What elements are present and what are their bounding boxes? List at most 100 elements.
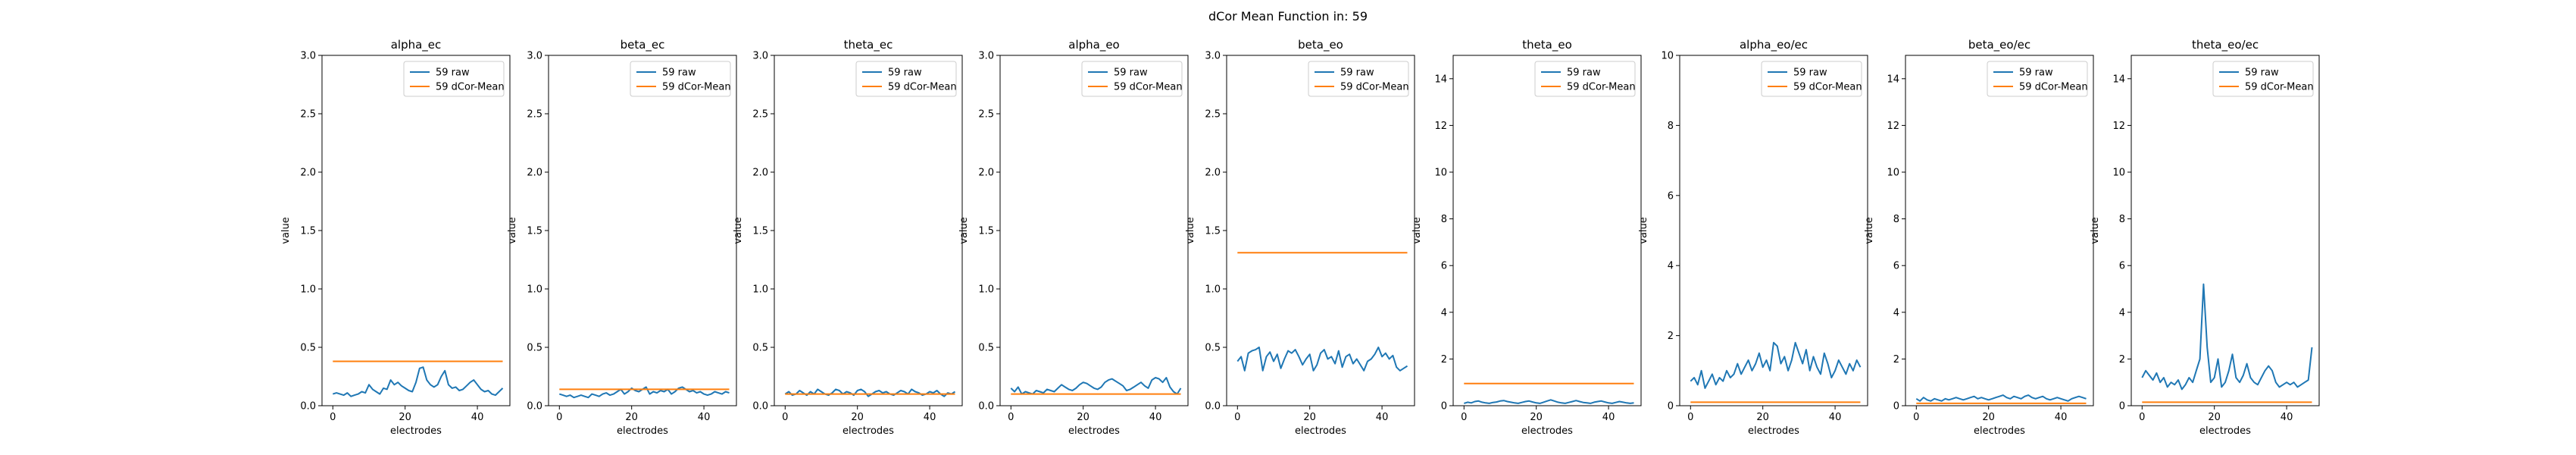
legend-box (1308, 61, 1409, 97)
y-tick-label: 2.0 (752, 168, 768, 179)
subplot-7: alpha_eo/ec 0 20 40 0 2 4 6 8 10 electrodes value 59… (1638, 38, 1868, 437)
subplot-title: beta_ec (621, 38, 665, 52)
x-tick-label: 20 (399, 412, 411, 423)
legend-entry: 59 raw (1793, 67, 1827, 79)
x-axis-label: electrodes (1068, 425, 1120, 437)
x-axis-label: electrodes (2199, 425, 2251, 437)
raw-series-line (1464, 399, 1634, 404)
subplot-title: beta_eo/ec (1968, 38, 2030, 52)
y-tick-label: 1.5 (752, 226, 768, 237)
legend-entry: 59 dCor-Mean (888, 82, 957, 93)
y-tick-label: 14 (1434, 74, 1447, 85)
y-tick-label: 10 (1887, 168, 1899, 179)
subplot-title: theta_eo (1522, 38, 1572, 52)
y-tick-label: 1.0 (527, 284, 542, 296)
raw-series-line (784, 388, 956, 397)
y-tick-label: 2.5 (300, 109, 316, 121)
y-tick-label: 10 (2112, 168, 2125, 179)
y-tick-label: 1.5 (300, 226, 316, 237)
x-tick-label: 0 (556, 412, 562, 423)
axes-frame (774, 55, 963, 406)
raw-series-line (559, 386, 730, 399)
x-tick-label: 40 (1376, 412, 1389, 423)
x-tick-label: 40 (2055, 412, 2068, 423)
x-tick-label: 20 (1756, 412, 1769, 423)
legend: 59 raw 59 dCor-Mean (1081, 61, 1183, 97)
axes-frame (548, 55, 737, 406)
legend-entry: 59 dCor-Mean (1114, 82, 1183, 93)
x-tick-label: 0 (1687, 412, 1693, 423)
subplot-title: theta_eo/ec (2192, 38, 2259, 52)
legend: 59 raw 59 dCor-Mean (1761, 61, 1862, 97)
x-axis-label: electrodes (390, 425, 442, 437)
y-tick-label: 0.5 (978, 343, 994, 354)
y-axis-label: value (507, 217, 518, 244)
legend-box (403, 61, 505, 97)
subplot-title: beta_eo (1298, 38, 1343, 52)
legend: 59 raw 59 dCor-Mean (403, 61, 505, 97)
y-tick-label: 8 (1441, 214, 1447, 225)
legend-box (1081, 61, 1183, 97)
y-axis-label: value (1185, 217, 1196, 244)
raw-series-line (333, 366, 504, 397)
y-tick-label: 1.0 (1205, 284, 1221, 296)
y-tick-label: 2.0 (527, 168, 542, 179)
axes-frame (1905, 55, 2094, 406)
y-tick-label: 0.5 (752, 343, 768, 354)
y-tick-label: 0.0 (978, 401, 994, 413)
raw-series-line (1915, 394, 2087, 402)
legend-entry: 59 raw (888, 67, 922, 79)
y-tick-label: 0.0 (752, 401, 768, 413)
y-axis-label: value (280, 217, 292, 244)
y-tick-label: 0.0 (1205, 401, 1221, 413)
legend-entry: 59 dCor-Mean (2245, 82, 2314, 93)
raw-series-line (2141, 283, 2313, 391)
axes-frame (999, 55, 1189, 406)
subplot-8: beta_eo/ec 0 20 40 0 2 4 6 8 10 12 14 electrodes valu… (1864, 38, 2094, 437)
legend-entry: 59 dCor-Mean (436, 82, 505, 93)
subplot-2: beta_ec 0 20 40 0.0 0.5 1.0 1.5 2.0 2.5 3.0 electro… (507, 38, 737, 437)
subplot-title: alpha_eo (1068, 38, 1120, 52)
x-tick-label: 0 (1008, 412, 1014, 423)
y-tick-label: 2 (1668, 331, 1674, 342)
y-tick-label: 0.5 (300, 343, 316, 354)
x-tick-label: 40 (1602, 412, 1615, 423)
y-tick-label: 3.0 (978, 51, 994, 62)
legend: 59 raw 59 dCor-Mean (1534, 61, 1636, 97)
legend-entry: 59 dCor-Mean (1793, 82, 1862, 93)
x-tick-label: 20 (2208, 412, 2221, 423)
x-tick-label: 40 (924, 412, 936, 423)
x-tick-label: 0 (330, 412, 336, 423)
y-tick-label: 2.5 (1205, 109, 1221, 121)
y-tick-label: 0 (1441, 401, 1447, 413)
raw-series-line (1010, 377, 1182, 395)
legend: 59 raw 59 dCor-Mean (630, 61, 731, 97)
legend-entry: 59 dCor-Mean (1340, 82, 1409, 93)
x-tick-label: 20 (1077, 412, 1089, 423)
y-tick-label: 6 (1893, 261, 1899, 272)
y-tick-label: 2 (2119, 354, 2125, 366)
x-tick-label: 40 (1829, 412, 1842, 423)
y-tick-label: 1.5 (978, 226, 994, 237)
x-axis-label: electrodes (617, 425, 668, 437)
y-tick-label: 6 (1668, 190, 1674, 202)
y-tick-label: 0.0 (527, 401, 542, 413)
legend-entry: 59 raw (2245, 67, 2279, 79)
legend: 59 raw 59 dCor-Mean (855, 61, 957, 97)
y-tick-label: 2.5 (527, 109, 542, 121)
legend: 59 raw 59 dCor-Mean (2212, 61, 2314, 97)
x-tick-label: 20 (851, 412, 864, 423)
subplot-9: theta_eo/ec 0 20 40 0 2 4 6 8 10 12 14 electrodes val… (2090, 38, 2320, 437)
legend-box (1761, 61, 1862, 97)
y-tick-label: 3.0 (300, 51, 316, 62)
y-tick-label: 10 (1434, 168, 1447, 179)
y-tick-label: 3.0 (527, 51, 542, 62)
y-tick-label: 0.0 (300, 401, 316, 413)
y-tick-label: 1.0 (300, 284, 316, 296)
y-tick-label: 1.5 (1205, 226, 1221, 237)
x-tick-label: 20 (1303, 412, 1316, 423)
subplot-1: alpha_ec 0 20 40 0.0 0.5 1.0 1.5 2.0 2.5 3.0 electr… (280, 38, 511, 437)
legend-entry: 59 raw (1567, 67, 1601, 79)
legend-entry: 59 dCor-Mean (2019, 82, 2088, 93)
